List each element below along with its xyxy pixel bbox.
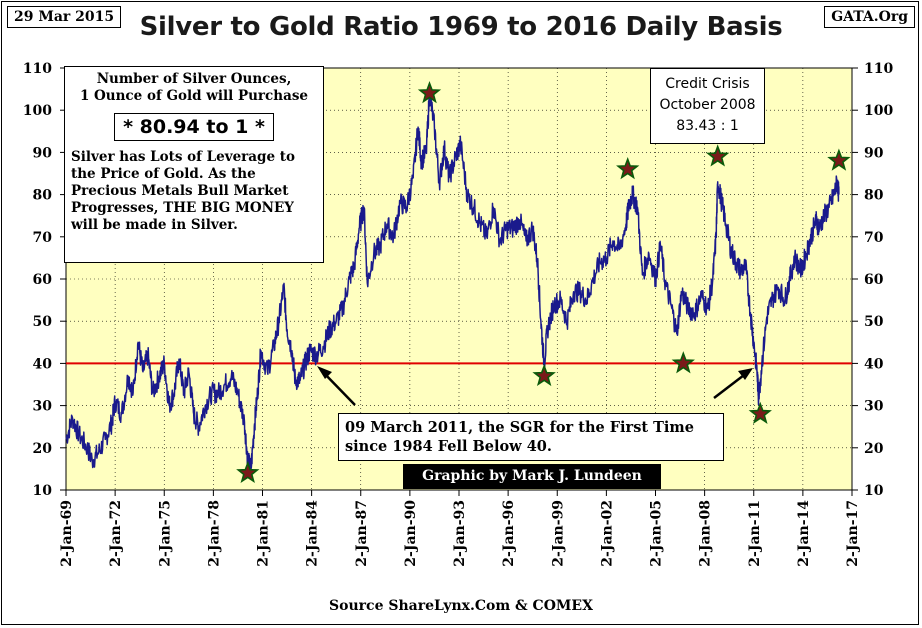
credit-crisis-box: Credit Crisis October 2008 83.43 : 1 [650, 68, 765, 144]
x-tick-label-7: 2-Jan-90 [403, 500, 419, 567]
note-box: 09 March 2011, the SGR for the First Tim… [338, 413, 724, 461]
ratio-value: * 80.94 to 1 * [114, 113, 274, 141]
y-tick-left-30: 30 [33, 399, 53, 415]
info-body-5: will be made in Silver. [71, 217, 238, 233]
x-tick-label-6: 2-Jan-87 [354, 500, 370, 567]
x-tick-label-16: 2-Jan-17 [845, 500, 861, 567]
y-tick-left-60: 60 [33, 272, 53, 288]
x-tick-label-0: 2-Jan-69 [59, 500, 75, 567]
star-markers [236, 81, 851, 484]
info-body-4: Progresses, THE BIG MONEY [71, 200, 294, 216]
y-tick-right-60: 60 [864, 272, 884, 288]
x-tick-label-4: 2-Jan-81 [256, 500, 272, 567]
credit-line-2: October 2008 [659, 97, 756, 113]
ratio-wrap: * 80.94 to 1 * [71, 113, 317, 141]
y-tick-right-110: 110 [864, 61, 893, 77]
x-tick-label-13: 2-Jan-08 [698, 500, 714, 567]
star-marker-3 [616, 157, 640, 180]
series-line-silver-gold-ratio [65, 92, 840, 473]
x-tick-label-3: 2-Jan-78 [206, 500, 222, 567]
y-tick-left-100: 100 [23, 103, 52, 119]
x-tick-label-12: 2-Jan-05 [649, 500, 665, 567]
graphic-credit: Graphic by Mark J. Lundeen [403, 464, 661, 489]
plot-border [65, 67, 853, 491]
x-tick-label-9: 2-Jan-96 [501, 500, 517, 567]
arrow-right-head [738, 368, 753, 380]
y-tick-left-90: 90 [33, 145, 53, 161]
x-tick-label-5: 2-Jan-84 [305, 500, 321, 567]
credit-line-1: Credit Crisis [665, 76, 750, 92]
note-line-2: since 1984 Fell Below 40. [345, 438, 552, 455]
chart-title: Silver to Gold Ratio 1969 to 2016 Daily … [139, 12, 783, 42]
x-tick-label-14: 2-Jan-11 [747, 500, 763, 567]
star-marker-4 [671, 351, 695, 374]
y-tick-right-30: 30 [864, 399, 884, 415]
site-label: GATA.Org [824, 6, 915, 28]
y-tick-left-50: 50 [33, 314, 53, 330]
x-tick-label-15: 2-Jan-14 [796, 500, 812, 567]
x-tick-label-11: 2-Jan-02 [599, 500, 615, 567]
arrow-left-head [317, 366, 332, 379]
annotation-arrows [317, 366, 753, 406]
y-tick-right-50: 50 [864, 314, 884, 330]
x-tick-label-8: 2-Jan-93 [452, 500, 468, 567]
star-marker-0 [236, 460, 260, 484]
info-body-3: Precious Metals Bull Market [71, 183, 289, 199]
y-tick-right-90: 90 [864, 145, 884, 161]
star-marker-5 [706, 144, 730, 167]
y-tick-left-20: 20 [33, 441, 53, 457]
info-line-1: Number of Silver Ounces, [96, 71, 292, 87]
note-line-1: 09 March 2011, the SGR for the First Tim… [345, 419, 694, 436]
date-label: 29 Mar 2015 [7, 6, 122, 28]
y-tick-left-110: 110 [23, 61, 52, 77]
y-tick-right-10: 10 [864, 483, 884, 499]
y-tick-left-40: 40 [33, 356, 53, 372]
y-axis-left: 10 20 30 40 50 60 70 80 90 100 110 [23, 61, 66, 499]
star-marker-1 [417, 81, 442, 104]
y-tick-right-100: 100 [864, 103, 893, 119]
star-marker-6 [748, 401, 772, 424]
star-marker-2 [532, 363, 556, 387]
y-axis-right: 10 20 30 40 50 60 70 80 90 100 110 [852, 61, 893, 499]
y-tick-left-10: 10 [33, 483, 53, 499]
y-tick-left-80: 80 [33, 188, 53, 204]
y-tick-right-80: 80 [864, 188, 884, 204]
source-label: Source ShareLynx.Com & COMEX [329, 598, 593, 614]
y-tick-right-70: 70 [864, 230, 884, 246]
y-tick-left-70: 70 [33, 230, 53, 246]
y-tick-right-20: 20 [864, 441, 884, 457]
x-tick-label-1: 2-Jan-72 [108, 500, 124, 567]
info-box: Number of Silver Ounces, 1 Ounce of Gold… [64, 66, 324, 263]
x-tick-label-10: 2-Jan-99 [550, 500, 566, 567]
info-body-1: Silver has Lots of Leverage to [71, 149, 296, 165]
info-body-2: the Price of Gold. As the [71, 166, 256, 182]
star-marker-7 [827, 148, 851, 171]
y-tick-right-40: 40 [864, 356, 884, 372]
x-tick-label-2: 2-Jan-75 [157, 500, 173, 567]
x-axis: 2-Jan-69 2-Jan-72 2-Jan-75 2-Jan-78 2-Jan-81… [59, 490, 861, 567]
credit-line-3: 83.43 : 1 [676, 118, 739, 134]
info-line-2: 1 Ounce of Gold will Purchase [79, 88, 309, 104]
